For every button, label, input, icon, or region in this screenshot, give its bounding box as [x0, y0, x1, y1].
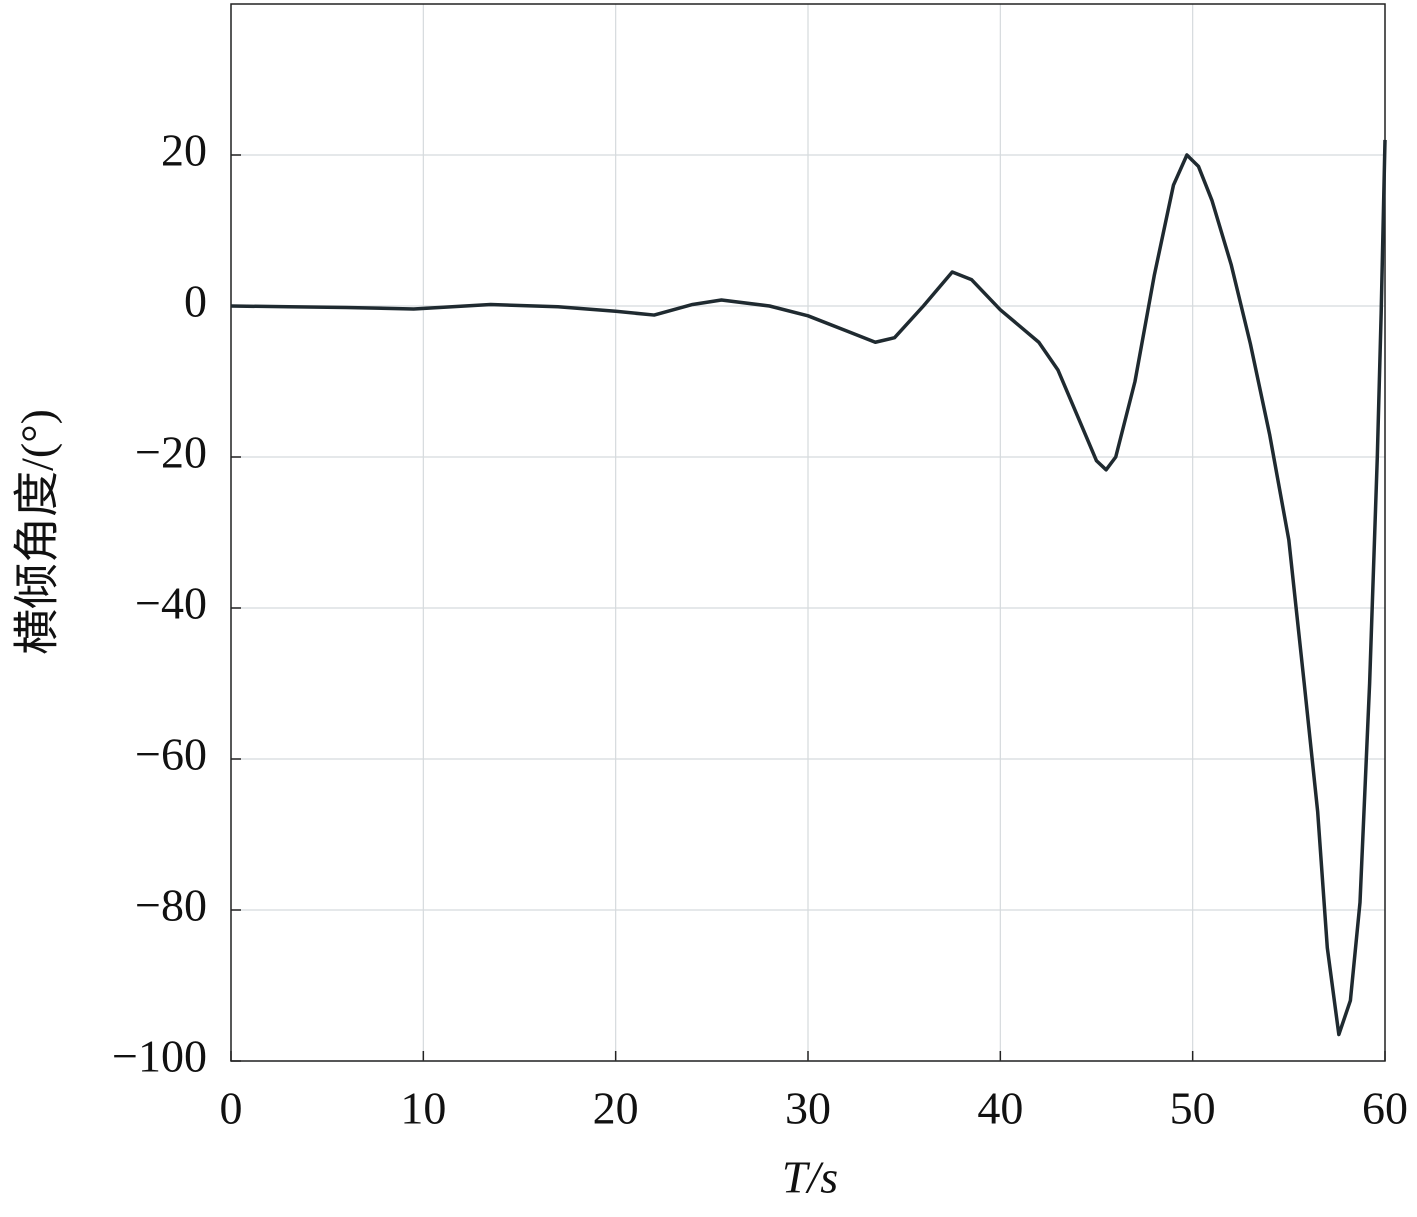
y-tick-label: −20 — [135, 427, 207, 478]
x-tick-label: 20 — [593, 1083, 639, 1134]
y-tick-label: −60 — [135, 729, 207, 780]
x-axis-label: T/s — [782, 1152, 838, 1203]
data-line — [230, 139, 1387, 1037]
x-tick-label: 30 — [785, 1083, 831, 1134]
y-axis-label: 横倾角度/(°) — [12, 409, 63, 655]
x-tick-label: 10 — [400, 1083, 446, 1134]
y-tick-label: −40 — [135, 578, 207, 629]
y-tick-label: −80 — [135, 880, 207, 931]
x-tick-label: 50 — [1170, 1083, 1216, 1134]
y-tick-label: 0 — [184, 276, 207, 327]
x-tick-label: 60 — [1362, 1083, 1408, 1134]
x-tick-label: 0 — [220, 1083, 243, 1134]
plot-frame — [230, 3, 1386, 1062]
y-tick-label: 20 — [161, 125, 207, 176]
y-tick-label: −100 — [112, 1031, 207, 1082]
x-tick-label: 40 — [977, 1083, 1023, 1134]
